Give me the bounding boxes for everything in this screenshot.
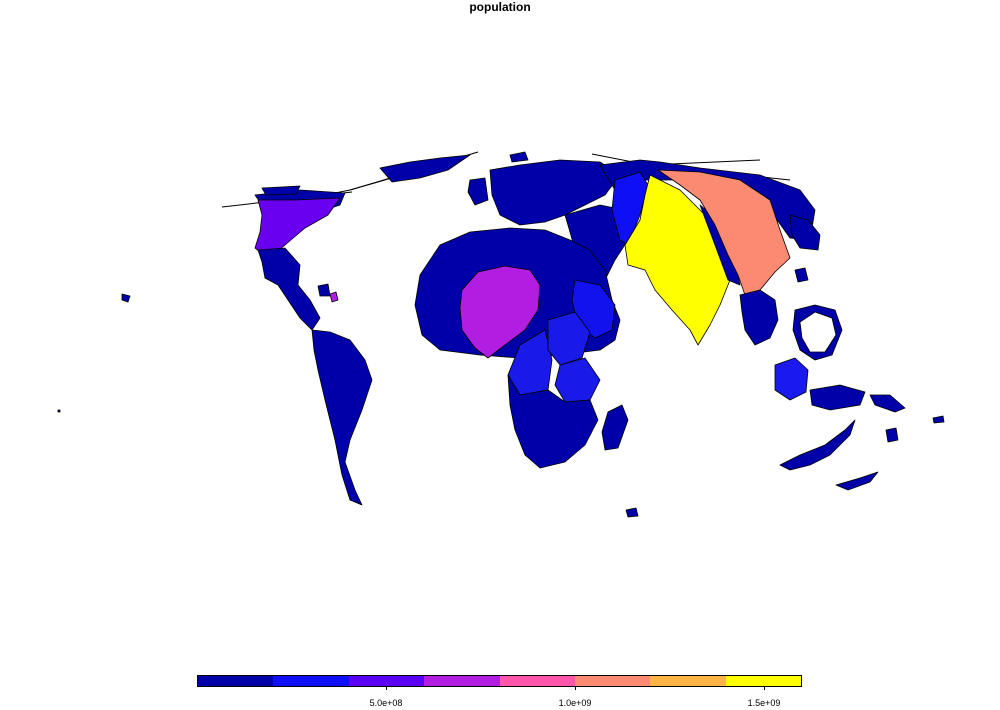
region-korea-japan (789, 214, 821, 251)
region-greenland (379, 154, 471, 183)
legend-swatch (499, 676, 575, 686)
legend-tick-mark (575, 686, 576, 690)
region-europe (489, 159, 621, 226)
region-iceland (509, 151, 529, 163)
legend-colorbar (197, 675, 802, 687)
legend-swatch (574, 676, 651, 686)
legend-swatch (348, 676, 425, 686)
region-uk (467, 177, 489, 206)
region-new-zealand (835, 471, 879, 491)
region-mexico-central-america (257, 247, 321, 331)
legend-tick-label: 1.0e+09 (558, 698, 592, 708)
region-southern-africa (507, 374, 599, 469)
legend-swatch (198, 676, 274, 686)
region-indonesia (774, 357, 809, 401)
map-title: population (469, 0, 531, 14)
region-taiwan (794, 267, 809, 283)
region-southeast-asia (739, 289, 779, 346)
region-east-africa (547, 311, 591, 366)
region-madagascar (601, 404, 629, 451)
region-philippines-center (799, 311, 837, 353)
legend-tick-mark (764, 686, 765, 690)
region-fragment-west (57, 409, 61, 413)
region-indonesia-islands (809, 384, 866, 411)
region-nigeria (459, 265, 541, 359)
legend-tick-mark (386, 686, 387, 690)
legend-ticks: 5.0e+08 1.0e+09 1.5e+09 (0, 686, 1000, 710)
region-tanzania (554, 357, 601, 403)
region-antarctic-island (625, 507, 639, 518)
legend-swatch (424, 676, 500, 686)
legend-swatch (725, 676, 801, 686)
region-pacific-island (885, 427, 899, 443)
cartogram-map (57, 151, 945, 518)
legend-swatch (650, 676, 726, 686)
region-caribbean-2 (317, 283, 331, 297)
region-fiji (932, 415, 945, 424)
region-south-america (311, 329, 373, 506)
region-papua (869, 394, 906, 413)
region-caribbean (329, 291, 339, 303)
legend-tick-label: 5.0e+08 (369, 698, 403, 708)
region-alaska-fragments (261, 185, 301, 196)
region-hawaii (121, 293, 131, 303)
legend-swatch (273, 676, 349, 686)
region-australia (779, 419, 856, 471)
legend-tick-label: 1.5e+09 (747, 698, 781, 708)
region-united-states (254, 197, 341, 259)
